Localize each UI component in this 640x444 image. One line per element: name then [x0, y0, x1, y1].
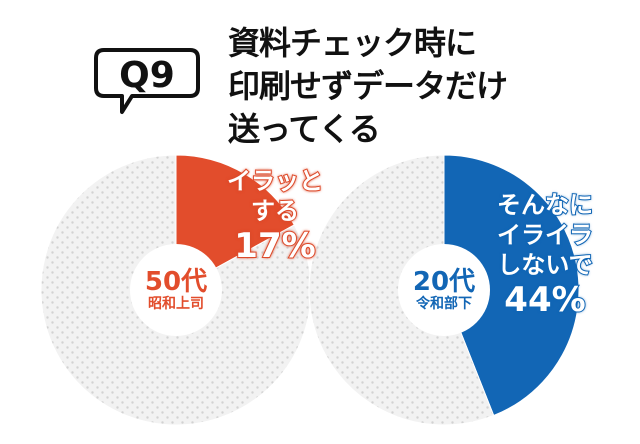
group-label-50s: 50代 — [144, 267, 208, 297]
slice-text-20s-line-1: そんなに — [496, 190, 594, 220]
title-line-2: 印刷せずデータだけ — [228, 67, 508, 105]
pie-chart-50s — [40, 154, 312, 426]
slice-text-50s-line-2: する — [250, 196, 300, 226]
pie-chart-20s — [308, 154, 580, 426]
group-sublabel-50s: 昭和上司 — [148, 296, 204, 312]
pie-center-label-50s: 50代 昭和上司 — [131, 245, 221, 335]
title-line-3: 送ってくる — [228, 110, 381, 148]
slice-label-20s: そんなに イライラ しないで 44% — [490, 190, 600, 321]
slice-percent-50s: 17% — [233, 225, 316, 267]
slice-text-20s-line-2: イライラ — [496, 220, 594, 250]
pie-center-hole-50s — [130, 244, 222, 336]
slice-label-50s: イラッと する 17% — [225, 166, 325, 267]
slice-text-50s-line-1: イラッと — [226, 166, 324, 196]
pie-center-label-20s: 20代 令和部下 — [399, 245, 489, 335]
group-label-20s: 20代 — [412, 267, 476, 297]
pie-slice-highlight-20s — [443, 154, 580, 417]
title-line-1: 資料チェック時に — [228, 24, 477, 62]
question-badge: Q9 — [119, 54, 175, 96]
speech-bubble-icon — [94, 48, 200, 114]
question-title: 資料チェック時に 印刷せずデータだけ 送ってくる — [228, 22, 548, 151]
slice-percent-20s: 44% — [503, 279, 586, 321]
slice-text-20s-line-3: しないで — [496, 250, 593, 280]
group-sublabel-20s: 令和部下 — [416, 296, 472, 312]
pie-center-hole-20s — [398, 244, 490, 336]
